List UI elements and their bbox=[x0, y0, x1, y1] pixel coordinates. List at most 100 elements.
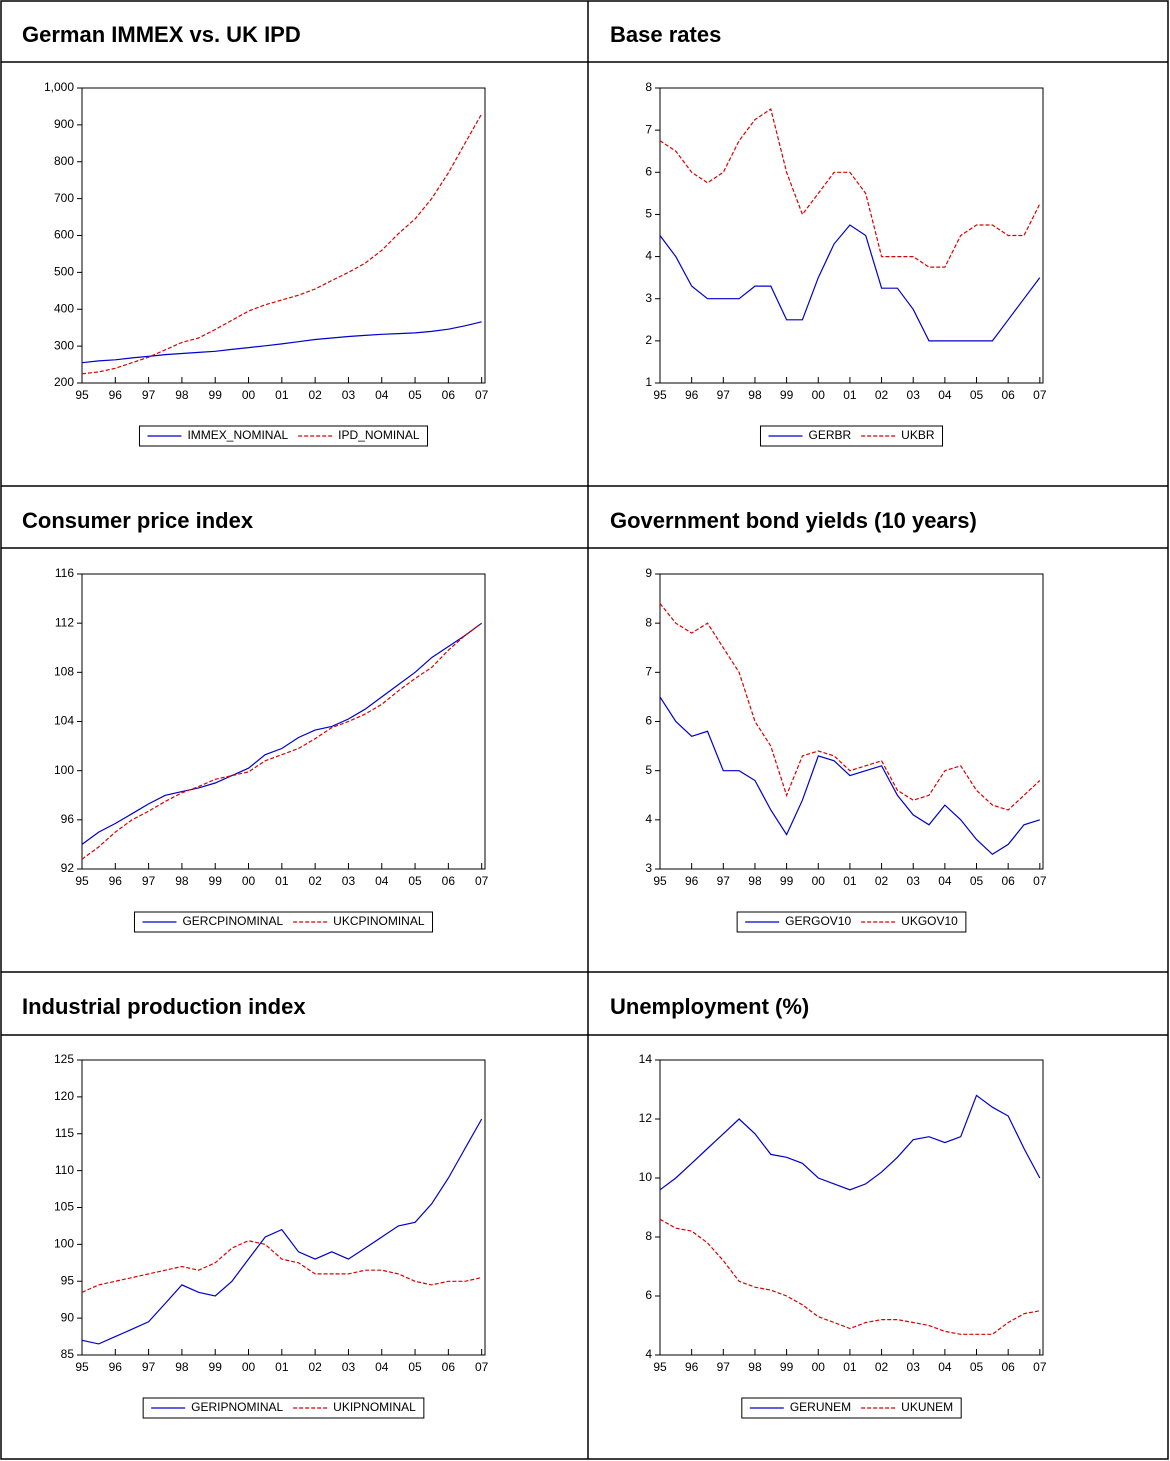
x-tick-label: 98 bbox=[175, 1360, 189, 1374]
x-tick-label: 04 bbox=[938, 388, 952, 402]
series-line bbox=[81, 113, 483, 375]
x-tick-label: 02 bbox=[875, 874, 889, 888]
y-tick-label: 5 bbox=[645, 763, 652, 777]
x-tick-label: 96 bbox=[685, 874, 699, 888]
x-tick-label: 07 bbox=[475, 388, 489, 402]
y-tick-label: 12 bbox=[639, 1111, 653, 1125]
x-tick-label: 06 bbox=[442, 874, 456, 888]
x-tick-label: 98 bbox=[748, 388, 762, 402]
x-tick-label: 97 bbox=[717, 388, 731, 402]
y-tick-label: 800 bbox=[54, 154, 74, 168]
series-line bbox=[81, 1118, 483, 1345]
plot-frame bbox=[659, 1059, 1044, 1356]
x-tick-label: 07 bbox=[475, 874, 489, 888]
y-tick-label: 7 bbox=[645, 665, 652, 679]
y-tick-label: 3 bbox=[645, 861, 652, 875]
x-tick-label: 00 bbox=[242, 874, 256, 888]
x-tick-label: 01 bbox=[843, 1360, 857, 1374]
x-tick-label: 97 bbox=[142, 388, 156, 402]
x-tick-label: 00 bbox=[812, 1360, 826, 1374]
x-tick-label: 97 bbox=[142, 1360, 156, 1374]
x-tick-label: 01 bbox=[843, 874, 857, 888]
legend: GERBR UKBR bbox=[759, 425, 944, 447]
x-tick-label: 97 bbox=[142, 874, 156, 888]
y-tick-label: 8 bbox=[645, 80, 652, 94]
plot-frame bbox=[659, 87, 1044, 384]
y-tick-label: 4 bbox=[645, 249, 652, 263]
x-tick-label: 06 bbox=[442, 1360, 456, 1374]
x-tick-label: 03 bbox=[907, 1360, 921, 1374]
x-tick-label: 95 bbox=[653, 388, 667, 402]
x-tick-label: 04 bbox=[375, 388, 389, 402]
x-tick-label: 99 bbox=[209, 874, 223, 888]
y-tick-label: 100 bbox=[54, 1237, 74, 1251]
chart-title: Consumer price index bbox=[22, 508, 254, 533]
x-tick-label: 97 bbox=[717, 1360, 731, 1374]
series-line bbox=[659, 1094, 1041, 1191]
y-tick-label: 4 bbox=[645, 1347, 652, 1361]
y-tick-label: 6 bbox=[645, 1288, 652, 1302]
y-tick-label: 500 bbox=[54, 265, 74, 279]
x-tick-label: 00 bbox=[242, 1360, 256, 1374]
x-tick-label: 05 bbox=[408, 1360, 422, 1374]
y-tick-label: 120 bbox=[54, 1089, 74, 1103]
x-tick-label: 04 bbox=[938, 1360, 952, 1374]
y-tick-label: 112 bbox=[55, 615, 74, 629]
legend: GERGOV10 UKGOV10 bbox=[736, 911, 967, 933]
y-tick-label: 1,000 bbox=[44, 80, 74, 94]
y-tick-label: 2 bbox=[645, 333, 652, 347]
x-tick-label: 96 bbox=[685, 388, 699, 402]
y-tick-label: 10 bbox=[639, 1170, 653, 1184]
series-line bbox=[659, 224, 1041, 342]
legend-label: UKUNEM bbox=[901, 1400, 953, 1414]
x-tick-label: 05 bbox=[408, 874, 422, 888]
x-tick-label: 07 bbox=[1033, 1360, 1047, 1374]
y-tick-label: 300 bbox=[54, 338, 74, 352]
y-tick-label: 92 bbox=[61, 861, 75, 875]
x-tick-label: 05 bbox=[970, 874, 984, 888]
y-tick-label: 6 bbox=[645, 714, 652, 728]
legend-box bbox=[759, 425, 944, 447]
chart-title: Government bond yields (10 years) bbox=[610, 508, 977, 533]
chart-title: Base rates bbox=[610, 22, 721, 47]
x-tick-label: 06 bbox=[442, 388, 456, 402]
series-line bbox=[659, 1218, 1040, 1335]
x-tick-label: 00 bbox=[242, 388, 256, 402]
series-line bbox=[81, 321, 482, 364]
x-tick-label: 06 bbox=[1002, 874, 1016, 888]
series-line bbox=[81, 1240, 482, 1293]
chart-title: Unemployment (%) bbox=[610, 994, 809, 1019]
x-tick-label: 03 bbox=[907, 874, 921, 888]
legend-label: UKIPNOMINAL bbox=[333, 1400, 416, 1414]
y-tick-label: 5 bbox=[645, 207, 652, 221]
legend-label: GERUNEM bbox=[790, 1400, 851, 1414]
x-tick-label: 06 bbox=[1002, 1360, 1016, 1374]
y-tick-label: 400 bbox=[54, 301, 74, 315]
x-tick-label: 07 bbox=[475, 1360, 489, 1374]
x-tick-label: 03 bbox=[342, 1360, 356, 1374]
plot-frame bbox=[81, 1059, 486, 1356]
y-tick-label: 125 bbox=[54, 1052, 74, 1066]
x-tick-label: 05 bbox=[970, 388, 984, 402]
x-tick-label: 02 bbox=[875, 388, 889, 402]
x-tick-label: 98 bbox=[175, 874, 189, 888]
x-tick-label: 07 bbox=[1033, 874, 1047, 888]
legend: GERCPINOMINAL UKCPINOMINAL bbox=[133, 911, 434, 933]
x-tick-label: 99 bbox=[780, 1360, 794, 1374]
x-tick-label: 00 bbox=[812, 874, 826, 888]
legend-label: UKBR bbox=[901, 428, 935, 442]
legend-label: GERCPINOMINAL bbox=[182, 914, 283, 928]
legend-label: UKCPINOMINAL bbox=[333, 914, 425, 928]
x-tick-label: 02 bbox=[875, 1360, 889, 1374]
x-tick-label: 99 bbox=[209, 1360, 223, 1374]
x-tick-label: 03 bbox=[907, 388, 921, 402]
series-line bbox=[81, 622, 483, 860]
y-tick-label: 8 bbox=[645, 1229, 652, 1243]
legend-box bbox=[741, 1397, 962, 1419]
x-tick-label: 97 bbox=[717, 874, 731, 888]
x-tick-label: 95 bbox=[653, 1360, 667, 1374]
x-tick-label: 03 bbox=[342, 874, 356, 888]
x-tick-label: 99 bbox=[780, 388, 794, 402]
